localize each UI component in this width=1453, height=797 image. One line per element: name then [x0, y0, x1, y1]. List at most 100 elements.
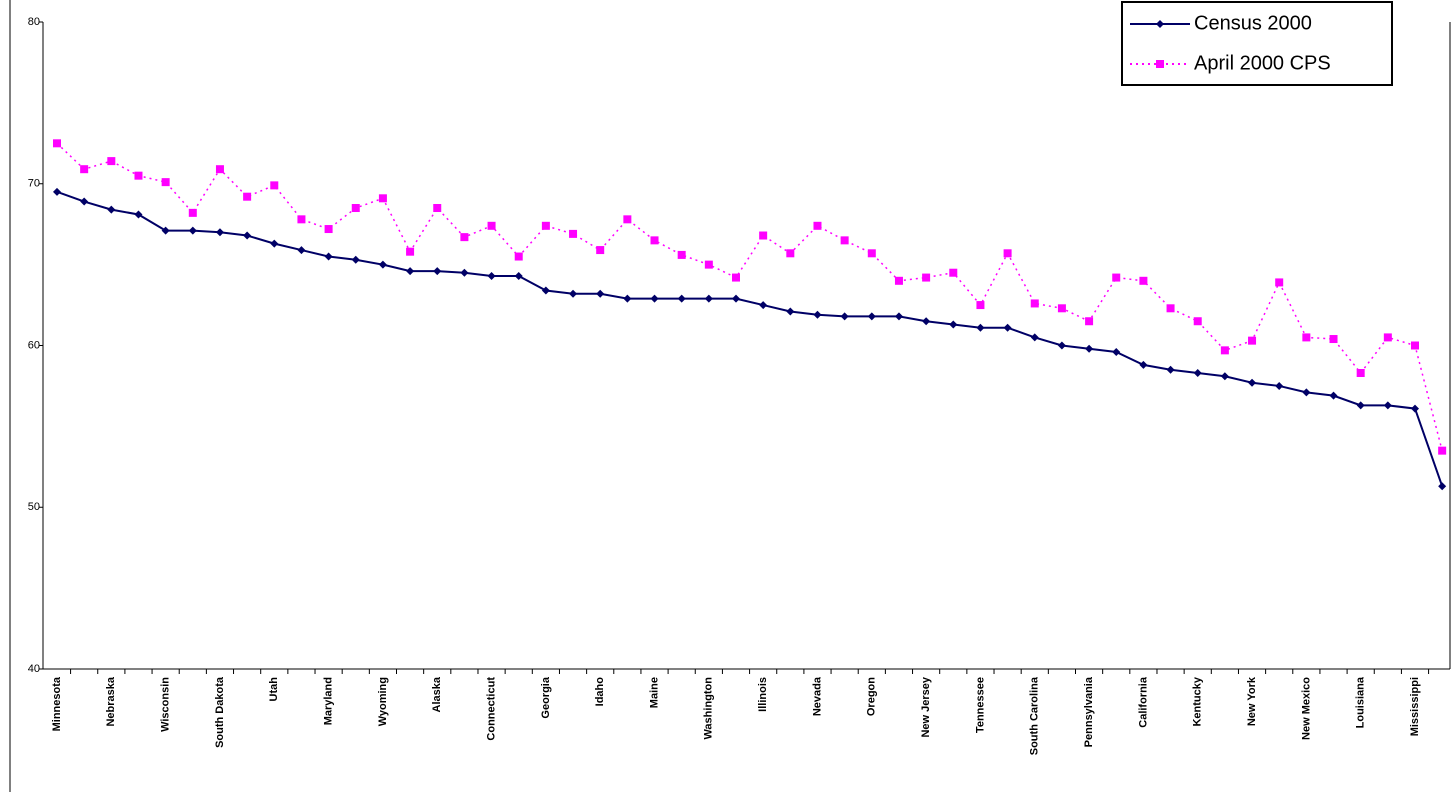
- data-point: [487, 271, 496, 280]
- data-point: [677, 294, 686, 303]
- data-point: [1139, 276, 1148, 285]
- data-point: [650, 236, 659, 245]
- x-tick-label: Minnesota: [51, 676, 63, 731]
- data-point: [80, 165, 89, 174]
- data-point: [677, 250, 686, 259]
- legend-marker: [1156, 60, 1164, 68]
- data-point: [840, 236, 849, 245]
- data-point: [813, 221, 822, 230]
- data-point: [1356, 401, 1365, 410]
- data-point: [1438, 446, 1447, 455]
- data-point: [297, 246, 306, 255]
- data-point: [732, 273, 740, 282]
- data-point: [949, 320, 958, 329]
- data-point: [1275, 381, 1284, 390]
- x-tick-label: Kentucky: [1192, 676, 1204, 726]
- data-point: [569, 289, 578, 298]
- data-point: [107, 157, 116, 166]
- data-point: [188, 208, 197, 217]
- data-point: [1057, 341, 1066, 350]
- data-point: [704, 260, 713, 269]
- data-point: [107, 205, 116, 214]
- x-tick-label: Utah: [268, 677, 280, 702]
- data-point: [243, 231, 252, 240]
- legend-box: [1121, 1, 1393, 86]
- data-point: [53, 139, 61, 148]
- data-point: [1057, 304, 1066, 313]
- data-point: [161, 226, 170, 235]
- data-point: [270, 239, 279, 248]
- y-tick-label: 70: [28, 178, 40, 190]
- data-point: [378, 194, 387, 203]
- data-point: [188, 226, 197, 235]
- series-line: [56, 190, 1444, 487]
- data-point: [786, 307, 795, 316]
- data-point: [1030, 333, 1039, 342]
- x-tick-label: Illinois: [757, 677, 769, 712]
- data-point: [1139, 360, 1148, 369]
- data-point: [1275, 278, 1284, 287]
- data-point: [623, 215, 632, 224]
- data-point: [949, 268, 958, 277]
- data-point: [1302, 333, 1311, 342]
- data-point: [134, 210, 143, 219]
- data-point: [541, 221, 550, 230]
- data-point: [1438, 482, 1447, 491]
- data-point: [487, 221, 496, 230]
- data-point: [1329, 391, 1338, 400]
- x-tick-label: Washington: [703, 677, 715, 740]
- data-point: [1030, 299, 1039, 308]
- data-point: [134, 171, 143, 180]
- data-point: [650, 294, 659, 303]
- x-tick-label: Maine: [648, 677, 660, 708]
- data-point: [704, 294, 713, 303]
- y-tick-label: 60: [28, 339, 40, 351]
- data-point: [1166, 304, 1175, 313]
- x-tick-label: Connecticut: [485, 677, 497, 741]
- data-point: [1193, 368, 1202, 377]
- data-point: [541, 286, 550, 295]
- y-tick-label: 40: [28, 663, 40, 675]
- data-point: [1003, 323, 1012, 332]
- x-tick-label: California: [1137, 676, 1149, 728]
- data-point: [1383, 333, 1392, 342]
- x-tick-label: Oregon: [866, 677, 878, 716]
- x-tick-label: South Carolina: [1029, 676, 1041, 755]
- data-point: [324, 252, 333, 261]
- series-line: [56, 142, 1443, 451]
- data-point: [596, 246, 605, 255]
- data-point: [596, 289, 605, 298]
- x-tick-label: Nebraska: [105, 676, 117, 726]
- x-tick-label: Mississippi: [1409, 677, 1421, 736]
- data-point: [378, 260, 387, 269]
- data-point: [1220, 372, 1229, 381]
- x-tick-label: New Jersey: [920, 676, 932, 737]
- data-point: [759, 301, 768, 310]
- data-point: [813, 310, 822, 319]
- data-point: [976, 323, 985, 332]
- data-point: [351, 204, 360, 213]
- data-point: [161, 178, 170, 187]
- x-tick-label: Idaho: [594, 677, 606, 707]
- data-point: [1411, 404, 1419, 413]
- x-tick-label: New York: [1246, 676, 1258, 726]
- data-point: [514, 271, 523, 280]
- data-point: [433, 267, 442, 276]
- x-tick-label: Pennsylvania: [1083, 676, 1095, 747]
- data-point: [1193, 317, 1202, 326]
- data-point: [786, 249, 795, 258]
- x-tick-label: Maryland: [323, 677, 335, 725]
- data-point: [243, 192, 252, 201]
- x-tick-label: Alaska: [431, 676, 443, 712]
- data-point: [922, 317, 931, 326]
- data-point: [406, 267, 415, 276]
- data-point: [1112, 347, 1121, 356]
- data-point: [1085, 344, 1094, 353]
- data-point: [1112, 273, 1121, 282]
- data-point: [460, 268, 469, 277]
- data-point: [1383, 401, 1392, 410]
- data-point: [1085, 317, 1094, 326]
- data-point: [324, 225, 333, 234]
- data-point: [1329, 335, 1338, 344]
